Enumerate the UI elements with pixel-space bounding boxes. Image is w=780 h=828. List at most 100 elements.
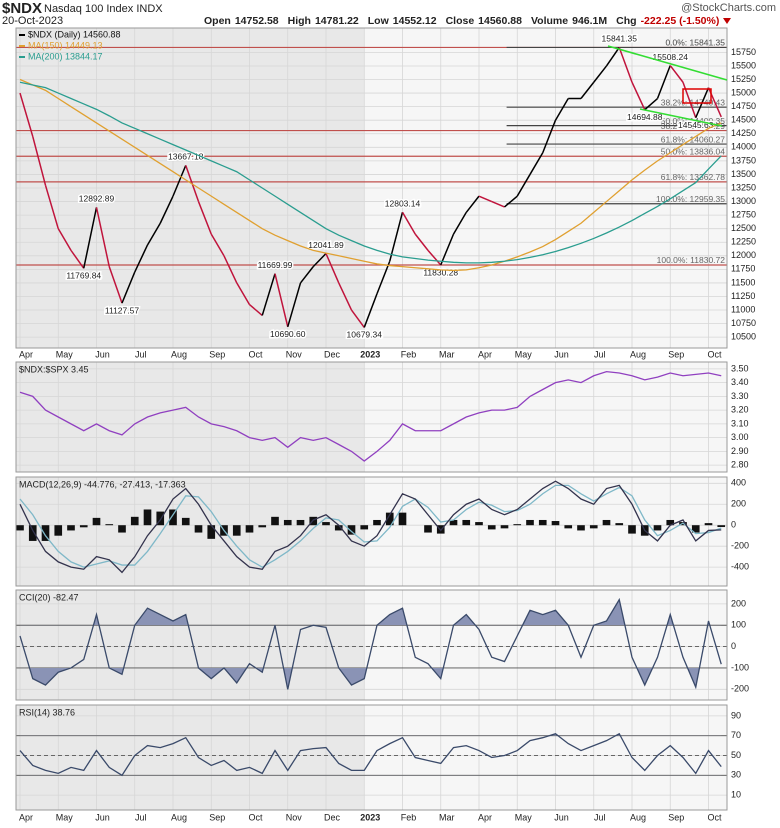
series-line xyxy=(19,78,722,272)
histogram-bar xyxy=(538,519,547,526)
price-segment xyxy=(618,47,633,83)
histogram-bar xyxy=(28,525,37,541)
histogram-bar xyxy=(449,519,458,526)
x-tick-label: Oct xyxy=(248,349,263,359)
x-tick-label: Jul xyxy=(135,812,147,822)
fib-label: 100.0%: 11830.72 xyxy=(657,255,726,265)
price-segment xyxy=(338,282,353,311)
histogram-bar xyxy=(628,525,636,534)
histogram-bar xyxy=(462,519,471,526)
price-segment xyxy=(478,195,493,203)
point-label: 14545.63 xyxy=(678,120,714,130)
y-tick-label: -200 xyxy=(731,541,749,551)
price-segment xyxy=(95,207,110,267)
price-segment xyxy=(325,253,340,284)
price-segment xyxy=(236,282,251,305)
y-tick-label: 14000 xyxy=(731,142,756,152)
histogram-bar xyxy=(360,525,369,530)
price-segment xyxy=(465,195,480,213)
point-label: 11127.57 xyxy=(105,305,139,315)
price-segment xyxy=(350,309,365,328)
price-segment xyxy=(491,200,505,208)
x-tick-label: Oct xyxy=(707,349,722,359)
price-segment xyxy=(274,273,289,327)
panel-border xyxy=(15,361,728,473)
panel-border xyxy=(15,589,728,701)
x-tick-label: Jul xyxy=(135,349,147,359)
panel-border xyxy=(15,476,728,587)
price-segment xyxy=(32,136,47,186)
y-tick-label: 12000 xyxy=(731,250,756,260)
y-tick-label: 50 xyxy=(731,750,741,760)
point-label: 12041.89 xyxy=(308,240,344,250)
histogram-bar xyxy=(118,525,126,533)
quote-line: Open 14752.58 High 14781.22 Low 14552.12 Close… xyxy=(204,15,719,27)
histogram-bar xyxy=(577,525,585,531)
x-tick-label: Jun xyxy=(95,812,110,822)
histogram-bar xyxy=(296,519,305,526)
y-tick-label: -200 xyxy=(731,684,749,694)
price-segment xyxy=(644,97,658,111)
price-segment xyxy=(134,244,149,273)
y-tick-label: 2.90 xyxy=(731,446,749,456)
y-tick-label: 11250 xyxy=(731,291,755,301)
series-line xyxy=(19,370,722,462)
quote-value: 14781.22 xyxy=(315,15,359,27)
fib-label: 0.0%: 15841.35 xyxy=(665,38,725,48)
index-name: Nasdaq 100 Index INDX xyxy=(44,3,163,15)
down-arrow xyxy=(723,18,731,24)
price-segment xyxy=(656,65,671,99)
histogram-bar xyxy=(156,511,165,526)
histogram-bar xyxy=(424,525,432,533)
point-label: 12803.14 xyxy=(385,198,421,208)
price-segment xyxy=(108,266,123,304)
legend: $NDX:$SPX 3.45 xyxy=(19,364,89,374)
histogram-bar xyxy=(181,517,190,526)
x-tick-label: Aug xyxy=(171,812,187,822)
y-tick-label: 13250 xyxy=(731,182,756,192)
price-segment xyxy=(287,282,302,328)
point-label: 11669.99 xyxy=(258,260,293,270)
histogram-bar xyxy=(487,525,496,530)
x-tick-label: Aug xyxy=(630,812,646,822)
price-segment xyxy=(57,228,72,251)
legend-entry: MA(200) 13844.17 xyxy=(28,51,103,61)
panel-shade xyxy=(16,590,365,700)
y-tick-label: 3.50 xyxy=(731,363,749,373)
price-segment xyxy=(682,81,697,118)
y-tick-label: 15500 xyxy=(731,60,756,70)
price-segment xyxy=(516,174,531,197)
oversold-fill xyxy=(29,667,700,690)
y-tick-label: 15000 xyxy=(731,87,756,97)
fib-label: 61.8%: 13362.78 xyxy=(661,172,726,182)
price-segment xyxy=(427,249,442,266)
histogram-bar xyxy=(704,523,713,526)
point-label: 12892.89 xyxy=(79,194,115,204)
histogram-bar xyxy=(271,516,279,526)
histogram-bar xyxy=(232,525,241,536)
point-label: 15841.35 xyxy=(602,34,638,44)
price-segment xyxy=(121,271,136,304)
quote-label: Low xyxy=(368,15,390,27)
point-label: 10679.34 xyxy=(347,330,383,340)
x-tick-label: Mar xyxy=(439,349,455,359)
price-segment xyxy=(414,233,429,251)
histogram-bar xyxy=(143,509,152,526)
x-tick-label: Aug xyxy=(630,349,646,359)
quote-value: -222.25 (-1.50%) xyxy=(641,15,720,27)
x-tick-label: Sep xyxy=(668,349,684,359)
quote-label: Chg xyxy=(616,15,636,27)
histogram-bar xyxy=(283,519,292,526)
histogram-bar xyxy=(54,525,63,536)
price-segment xyxy=(172,165,187,197)
histogram-bar xyxy=(500,525,509,529)
y-tick-label: 12500 xyxy=(731,223,756,233)
fib-label: 50.0%: 13836.04 xyxy=(661,146,726,156)
y-tick-label: -400 xyxy=(731,562,749,572)
x-tick-label: May xyxy=(56,349,74,359)
series-line xyxy=(19,480,722,574)
x-tick-label: Jun xyxy=(554,349,569,359)
y-tick-label: 10500 xyxy=(731,332,756,342)
x-tick-label: Apr xyxy=(19,812,33,822)
trendline xyxy=(639,108,723,127)
